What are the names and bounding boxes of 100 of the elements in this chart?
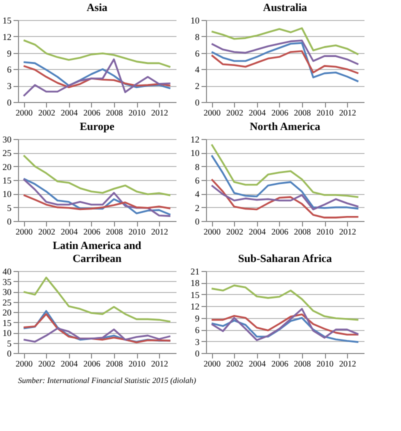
x-tick-label: 2000 (204, 226, 221, 236)
y-tick-label: 3 (195, 336, 200, 347)
x-tick-label: 2008 (294, 358, 311, 368)
x-tick-label: 2002 (38, 226, 56, 236)
x-tick-label: 2006 (271, 226, 288, 236)
y-tick-label: 9 (7, 48, 12, 58)
y-tick-label: 30 (2, 134, 12, 144)
y-tick-label: 15 (2, 318, 12, 328)
chart-title: Latin America and Carribean (52, 240, 142, 265)
line-series (210, 50, 360, 74)
x-tick-label: 2012 (151, 358, 168, 368)
x-tick-label: 2008 (106, 358, 123, 368)
y-tick-label: 21 (190, 266, 200, 276)
y-tick-label: 6 (195, 48, 200, 58)
line-series (210, 144, 360, 198)
y-tick-label: 30 (2, 287, 12, 297)
x-tick-label: 2006 (271, 358, 288, 368)
line-series (22, 65, 172, 88)
line-series (22, 194, 172, 210)
x-tick-label: 2008 (294, 226, 311, 236)
x-tick-label: 2012 (339, 108, 356, 118)
x-tick-label: 2010 (316, 358, 334, 368)
y-tick-label: 8 (195, 32, 200, 42)
x-tick-label: 2010 (128, 358, 146, 368)
x-tick-label: 2012 (339, 358, 356, 368)
y-tick-label: 25 (2, 148, 12, 158)
y-tick-label: 0 (195, 348, 200, 358)
x-tick-label: 2000 (16, 358, 33, 368)
x-tick-label: 2010 (316, 108, 334, 118)
text: Sumber: International Financial Statistic 2015 (diolah) (18, 376, 196, 385)
y-tick-label: 12 (190, 302, 200, 312)
y-tick-label: 12 (2, 32, 12, 42)
x-tick-label: 2008 (106, 108, 123, 118)
x-tick-label: 2012 (339, 226, 356, 236)
x-tick-label: 2002 (38, 358, 56, 368)
chart-title: Europe (80, 121, 114, 133)
x-tick-label: 2006 (83, 358, 100, 368)
y-tick-label: 5 (7, 202, 12, 213)
y-tick-label: 4 (195, 189, 200, 200)
y-tick-label: 4 (195, 64, 200, 75)
line-series (210, 40, 360, 66)
line-series (22, 328, 172, 343)
x-tick-label: 2004 (248, 226, 267, 236)
x-tick-label: 2012 (151, 226, 168, 236)
x-tick-label: 2004 (60, 226, 79, 236)
y-tick-label: 20 (2, 162, 12, 172)
line-series (210, 42, 360, 82)
y-tick-label: 10 (190, 148, 200, 158)
y-tick-label: 6 (195, 325, 200, 336)
x-tick-label: 2010 (316, 226, 334, 236)
x-tick-label: 2006 (271, 108, 288, 118)
y-tick-label: 2 (195, 81, 200, 92)
y-tick-label: 12 (190, 134, 200, 144)
line-series (210, 184, 360, 210)
y-tick-label: 9 (195, 313, 200, 324)
x-tick-label: 2010 (128, 108, 146, 118)
line-series (22, 58, 172, 97)
x-tick-label: 2004 (60, 358, 79, 368)
line-series (210, 284, 360, 321)
x-tick-label: 2006 (83, 226, 100, 236)
x-tick-label: 2008 (294, 108, 311, 118)
y-tick-label: 0 (7, 348, 12, 358)
y-tick-label: 2 (195, 202, 200, 213)
line-series (22, 39, 172, 68)
x-tick-label: 2002 (38, 108, 56, 118)
x-tick-label: 2012 (151, 108, 168, 118)
y-tick-label: 15 (2, 16, 12, 26)
x-tick-label: 2000 (204, 358, 221, 368)
y-tick-label: 10 (2, 328, 12, 338)
y-tick-label: 8 (195, 162, 200, 172)
x-tick-label: 2004 (60, 108, 79, 118)
y-tick-label: 15 (2, 176, 12, 186)
line-series (210, 154, 360, 210)
chart-title: Sub-Saharan Africa (238, 253, 332, 265)
line-series (22, 154, 172, 196)
x-tick-label: 2008 (106, 226, 123, 236)
chart-title: Australia (263, 2, 308, 14)
x-tick-label: 2004 (248, 108, 267, 118)
y-tick-label: 3 (7, 81, 12, 92)
y-tick-label: 40 (2, 266, 12, 276)
y-tick-label: 25 (2, 297, 12, 308)
y-tick-label: 10 (190, 16, 200, 26)
x-tick-label: 2010 (128, 226, 146, 236)
y-tick-label: 0 (195, 216, 200, 226)
y-tick-label: 35 (2, 276, 12, 287)
x-tick-label: 2000 (16, 108, 33, 118)
y-tick-label: 0 (7, 98, 12, 108)
line-series (22, 276, 172, 323)
line-series (210, 316, 360, 343)
x-tick-label: 2002 (226, 108, 244, 118)
x-tick-label: 2000 (16, 226, 33, 236)
line-series (22, 61, 172, 90)
y-tick-label: 0 (7, 216, 12, 226)
chart-title: Asia (86, 2, 108, 14)
line-series (210, 178, 360, 218)
line-series (210, 27, 360, 56)
y-tick-label: 6 (7, 64, 12, 75)
y-tick-label: 15 (190, 290, 200, 300)
x-tick-label: 2002 (226, 226, 244, 236)
x-tick-label: 2006 (83, 108, 100, 118)
